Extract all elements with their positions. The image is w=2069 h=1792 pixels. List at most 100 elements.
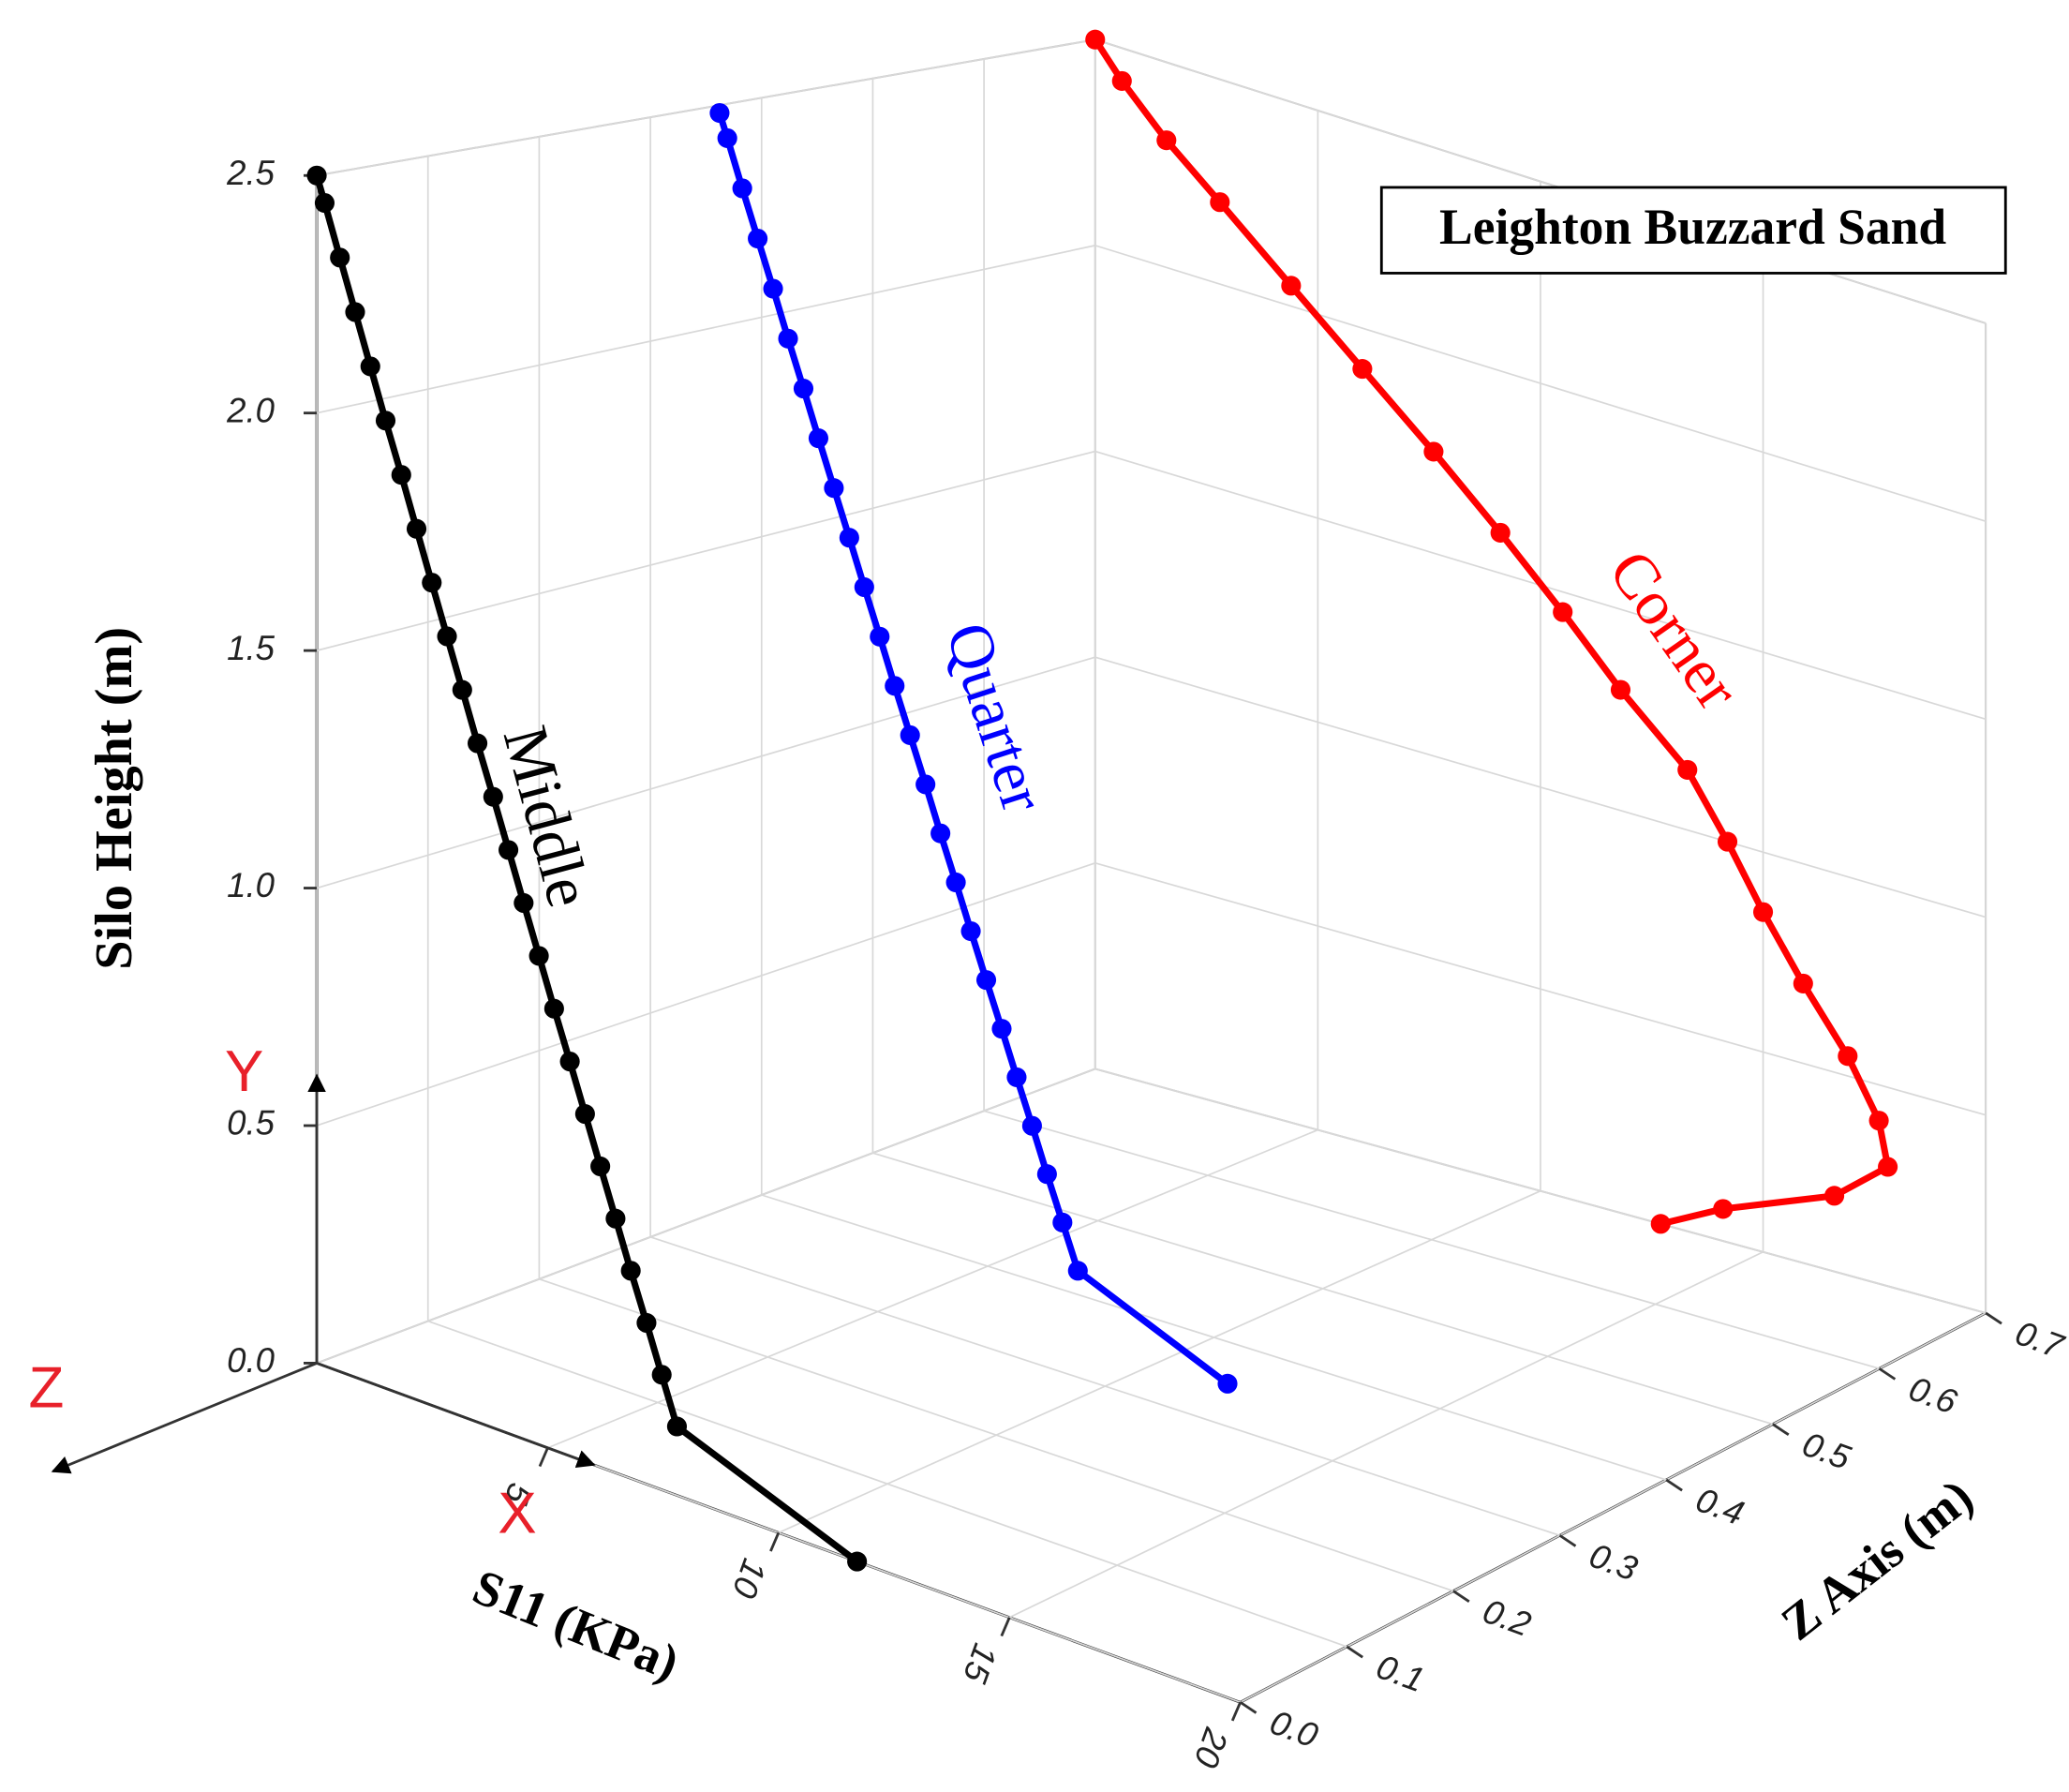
data-point <box>1650 1214 1671 1234</box>
x-tick-label: 20 <box>1186 1723 1236 1773</box>
y-tick-label: 2.0 <box>226 391 275 429</box>
data-point <box>870 626 890 647</box>
data-point <box>1006 1067 1027 1087</box>
x-tick <box>1230 1701 1242 1722</box>
data-point <box>543 998 564 1019</box>
grid-line <box>1008 1251 1764 1619</box>
grid-line <box>1094 38 1987 324</box>
data-point <box>314 192 335 214</box>
z-tick-label: 0.0 <box>1265 1703 1323 1755</box>
series-label: Middle <box>490 719 605 914</box>
data-point <box>1793 973 1813 993</box>
z-tick <box>1665 1478 1683 1492</box>
grid-line <box>316 1068 1096 1365</box>
axis-layer: Y X Z <box>29 1039 596 1546</box>
data-point <box>452 679 472 700</box>
data-point <box>360 356 380 377</box>
data-point <box>1036 1164 1057 1185</box>
data-point <box>1713 1199 1734 1219</box>
z-tick <box>1452 1590 1470 1604</box>
grid-line <box>1240 1312 1987 1704</box>
data-point <box>1553 602 1573 622</box>
grid-line <box>316 656 1096 889</box>
data-point <box>605 1208 626 1229</box>
annotation-box <box>1379 186 2007 275</box>
z-tick <box>1878 1367 1897 1381</box>
data-point <box>574 1104 595 1125</box>
data-point <box>468 733 488 754</box>
data-point <box>709 102 730 124</box>
grid-line <box>649 1236 1560 1537</box>
data-point <box>1677 759 1698 780</box>
data-point <box>406 518 427 539</box>
y-tick-label: 0.0 <box>227 1341 275 1380</box>
grid-line <box>316 450 1095 651</box>
x-tick-label: 10 <box>724 1554 774 1604</box>
grid-line <box>539 1277 1454 1592</box>
data-point <box>1878 1157 1898 1177</box>
data-point <box>1490 522 1511 543</box>
grid-line <box>316 862 1096 1127</box>
grid-line <box>427 1320 1347 1648</box>
data-point <box>483 786 503 807</box>
data-point <box>1838 1046 1858 1067</box>
y-tick-label: 0.5 <box>227 1104 275 1142</box>
data-point <box>306 165 327 186</box>
data-point <box>422 573 442 593</box>
z-tick-label: 0.4 <box>1691 1480 1749 1532</box>
grid-line <box>872 1152 1774 1426</box>
data-point <box>375 411 396 431</box>
x-tick-label: 15 <box>956 1638 1005 1688</box>
y-tick-label: 1.0 <box>227 866 275 904</box>
data-point <box>1423 441 1444 462</box>
data-point <box>559 1052 580 1072</box>
z-tick <box>1772 1423 1790 1437</box>
annotation: Leighton Buzzard Sand <box>1439 199 1946 255</box>
data-point <box>1210 192 1230 213</box>
data-point <box>960 920 981 942</box>
series-label: Quarter <box>932 614 1059 819</box>
x-tick <box>538 1447 549 1468</box>
z-tick-label: 0.7 <box>2011 1313 2069 1366</box>
data-point <box>391 465 411 485</box>
z-axis-title: Z Axis (m) <box>1771 1468 1984 1651</box>
grid-line <box>316 38 1095 177</box>
z-tick-label: 0.2 <box>1478 1591 1536 1644</box>
data-point <box>717 127 737 148</box>
z-tick-label: 0.1 <box>1372 1647 1430 1699</box>
data-point <box>991 1019 1012 1039</box>
z-tick-label: 0.3 <box>1585 1536 1643 1589</box>
data-point <box>1824 1186 1845 1206</box>
data-point <box>666 1416 688 1437</box>
data-point <box>528 946 549 966</box>
data-point <box>732 178 752 199</box>
data-point <box>975 970 997 991</box>
x-arrow <box>316 1362 596 1468</box>
y-axis-title: Silo Height (m) <box>85 627 143 970</box>
data-point <box>1610 679 1631 700</box>
data-point <box>345 302 365 322</box>
data-point <box>1352 359 1373 380</box>
data-point <box>778 328 798 349</box>
data-point <box>1281 276 1302 296</box>
data-point <box>793 379 814 399</box>
data-point <box>1752 902 1774 922</box>
z-tick-label: 0.5 <box>1797 1425 1855 1477</box>
data-point <box>763 278 783 299</box>
data-point <box>1717 831 1738 852</box>
x-axis-title: S11 (KPa) <box>466 1559 687 1692</box>
data-point <box>1868 1111 1889 1131</box>
data-point <box>945 872 966 893</box>
data-point <box>847 1551 868 1572</box>
grid-line <box>1094 656 1987 918</box>
data-point <box>839 528 859 548</box>
z-indicator: Z <box>29 1356 65 1421</box>
grid-line <box>778 1189 1541 1534</box>
data-point <box>915 774 936 795</box>
data-point <box>1021 1115 1042 1136</box>
z-tick <box>1985 1311 2002 1325</box>
data-point <box>808 428 829 449</box>
z-tick <box>1239 1701 1258 1714</box>
